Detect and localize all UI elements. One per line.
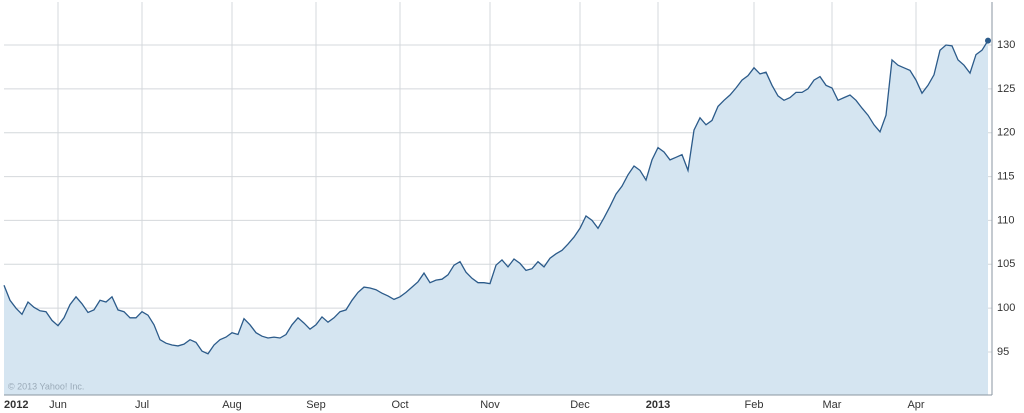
y-tick-label: 115 xyxy=(997,170,1015,182)
y-tick-label: 95 xyxy=(997,346,1009,358)
y-tick-label: 105 xyxy=(997,258,1015,270)
copyright: © 2013 Yahoo! Inc. xyxy=(8,381,84,391)
x-tick-label: Feb xyxy=(745,399,764,411)
end-point xyxy=(985,37,991,44)
x-tick-label: 2013 xyxy=(646,399,670,411)
x-tick-label: Dec xyxy=(570,399,590,411)
x-tick-label: Jun xyxy=(49,399,67,411)
area xyxy=(4,40,988,395)
line xyxy=(3,40,989,355)
marks xyxy=(3,37,991,395)
y-tick-label: 125 xyxy=(997,83,1015,95)
x-tick-label: Nov xyxy=(480,399,500,411)
x-tick-label: Aug xyxy=(222,399,242,411)
y-tick-label: 130 xyxy=(997,39,1015,51)
x-tick-label: Apr xyxy=(907,399,924,411)
x-tick-label: Jul xyxy=(135,399,149,411)
y-tick-label: 120 xyxy=(997,127,1015,139)
x-tick-label: Mar xyxy=(823,399,842,411)
y-tick-label: 110 xyxy=(997,214,1015,226)
x-tick-label: Sep xyxy=(306,399,326,411)
x-tick-label: Oct xyxy=(391,399,408,411)
labels: 95 100 105 110 115 120 125 130 2012 Jun Jul Aug Sep O… xyxy=(4,39,1015,411)
y-tick-label: 100 xyxy=(997,302,1015,314)
x-tick-label: 2012 xyxy=(4,399,28,411)
